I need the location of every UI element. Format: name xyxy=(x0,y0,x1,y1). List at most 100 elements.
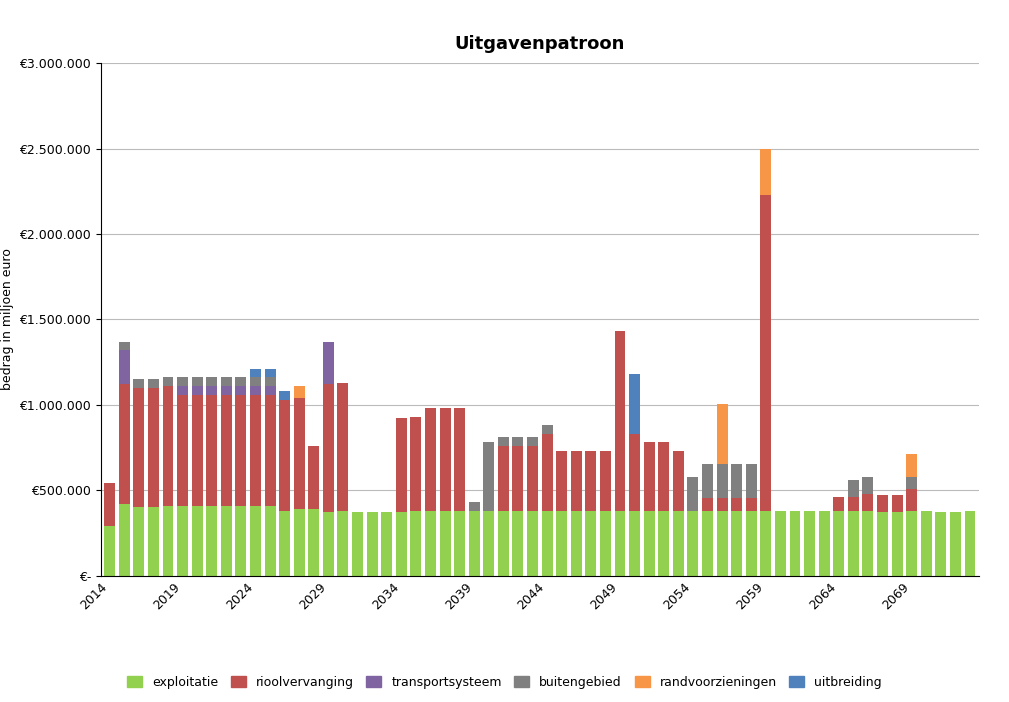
Bar xyxy=(818,511,829,576)
Y-axis label: bedrag in miljoen euro: bedrag in miljoen euro xyxy=(1,249,14,390)
Bar xyxy=(133,388,144,508)
Bar xyxy=(279,391,291,399)
Bar xyxy=(732,498,743,511)
Bar xyxy=(949,512,961,576)
Bar xyxy=(716,464,727,498)
Bar xyxy=(497,446,509,511)
Bar xyxy=(454,511,465,576)
Bar xyxy=(221,378,232,386)
Bar xyxy=(469,502,479,511)
Bar xyxy=(571,511,582,576)
Bar xyxy=(600,511,610,576)
Bar xyxy=(658,442,669,511)
Bar xyxy=(542,434,553,511)
Bar xyxy=(877,512,888,576)
Bar xyxy=(527,437,538,446)
Bar xyxy=(716,498,727,511)
Bar xyxy=(250,505,261,576)
Text: Grafiek Uitgaven: Grafiek Uitgaven xyxy=(8,7,233,32)
Bar xyxy=(294,386,305,398)
Bar xyxy=(440,511,450,576)
Bar xyxy=(848,497,859,511)
Bar xyxy=(148,388,158,508)
Bar xyxy=(600,451,610,511)
Bar xyxy=(250,378,261,386)
Bar xyxy=(221,505,232,576)
Bar xyxy=(746,511,757,576)
Bar xyxy=(644,511,655,576)
Bar xyxy=(513,446,524,511)
Bar xyxy=(264,378,275,386)
Bar xyxy=(411,511,422,576)
Bar xyxy=(294,509,305,576)
Bar xyxy=(119,350,130,384)
Bar xyxy=(556,451,567,511)
Bar xyxy=(323,342,334,384)
Bar xyxy=(162,378,174,386)
Bar xyxy=(848,511,859,576)
Bar xyxy=(264,369,275,378)
Bar xyxy=(294,398,305,509)
Bar xyxy=(483,442,494,511)
Bar xyxy=(732,511,743,576)
Bar xyxy=(178,386,188,395)
Bar xyxy=(658,511,669,576)
Bar xyxy=(527,511,538,576)
Bar xyxy=(192,395,203,505)
Bar xyxy=(381,512,393,576)
Bar xyxy=(425,511,436,576)
Bar xyxy=(513,437,524,446)
Bar xyxy=(133,379,144,388)
Bar xyxy=(192,378,203,386)
Bar xyxy=(235,378,246,386)
Bar xyxy=(906,454,917,477)
Bar xyxy=(323,384,334,512)
Bar xyxy=(323,512,334,576)
Bar xyxy=(746,498,757,511)
Bar xyxy=(411,417,422,511)
Bar xyxy=(761,194,771,511)
Bar xyxy=(775,511,786,576)
Bar xyxy=(206,395,217,505)
Bar xyxy=(221,395,232,505)
Bar xyxy=(673,511,684,576)
Bar xyxy=(630,511,640,576)
Bar xyxy=(206,378,217,386)
Bar xyxy=(556,511,567,576)
Bar xyxy=(425,409,436,511)
Bar xyxy=(965,511,976,576)
Bar xyxy=(906,489,917,511)
Bar xyxy=(250,395,261,505)
Bar xyxy=(702,511,713,576)
Bar xyxy=(497,511,509,576)
Bar xyxy=(396,418,407,512)
Bar xyxy=(906,511,917,576)
Bar xyxy=(746,464,757,498)
Bar xyxy=(789,511,800,576)
Bar xyxy=(192,505,203,576)
Bar xyxy=(585,451,596,511)
Bar xyxy=(761,511,771,576)
Bar xyxy=(235,395,246,505)
Bar xyxy=(119,384,130,504)
Bar xyxy=(148,379,158,388)
Bar xyxy=(527,446,538,511)
Bar xyxy=(396,512,407,576)
Bar xyxy=(702,498,713,511)
Bar xyxy=(440,409,450,511)
Bar xyxy=(337,511,348,576)
Bar xyxy=(513,511,524,576)
Bar xyxy=(935,512,946,576)
Bar xyxy=(716,404,727,464)
Bar xyxy=(309,509,319,576)
Bar xyxy=(761,149,771,194)
Bar xyxy=(702,464,713,498)
Bar xyxy=(921,511,931,576)
Bar xyxy=(250,386,261,395)
Bar xyxy=(687,477,698,511)
Bar xyxy=(848,480,859,497)
Bar xyxy=(178,395,188,505)
Bar xyxy=(833,511,845,576)
Bar xyxy=(162,386,174,505)
Bar xyxy=(833,497,845,511)
